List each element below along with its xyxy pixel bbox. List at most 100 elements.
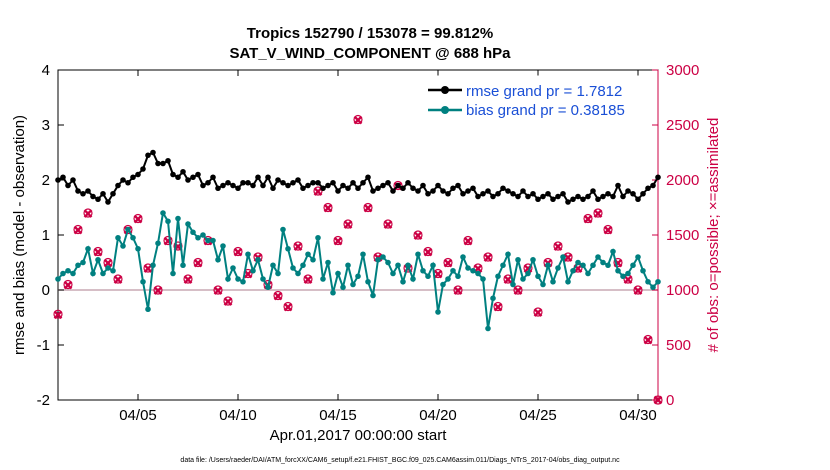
obs-x-stroke bbox=[383, 220, 393, 229]
rmse-point bbox=[55, 177, 61, 183]
obs-x-stroke bbox=[243, 269, 253, 279]
bias-point bbox=[170, 270, 176, 277]
obs-possible-point bbox=[233, 246, 243, 257]
rmse-point bbox=[440, 188, 446, 194]
right-axis-ticks: 0 500 1000 1500 2000 2500 3000 bbox=[652, 62, 699, 409]
bias-point bbox=[375, 256, 381, 263]
bias-point bbox=[130, 234, 136, 241]
rmse-point bbox=[115, 182, 121, 189]
rmse-point bbox=[480, 190, 486, 197]
bias-point bbox=[420, 267, 426, 274]
obs-possible-point bbox=[463, 235, 473, 246]
bias-point bbox=[295, 270, 301, 277]
bias-point bbox=[530, 256, 536, 263]
rmse-point bbox=[210, 174, 216, 181]
bias-point bbox=[485, 325, 491, 332]
rmse-point bbox=[150, 149, 156, 156]
obs-possible-point bbox=[53, 309, 63, 319]
rmse-point bbox=[465, 188, 471, 194]
rmse-point bbox=[120, 177, 126, 183]
bias-point bbox=[180, 262, 186, 269]
rmse-point bbox=[245, 179, 251, 186]
obs-possible-point bbox=[553, 241, 563, 251]
obs-x-stroke bbox=[63, 280, 73, 290]
obs-possible-point bbox=[333, 235, 343, 246]
obs-x-stroke bbox=[283, 302, 293, 312]
bias-point bbox=[70, 270, 76, 277]
obs-possible-point bbox=[513, 285, 523, 295]
rmse-point bbox=[365, 174, 371, 181]
bias-point bbox=[620, 273, 626, 280]
rmse-point bbox=[240, 179, 246, 186]
obs-x-stroke bbox=[223, 297, 233, 306]
rmse-point bbox=[650, 182, 656, 189]
rmse-point bbox=[435, 182, 441, 189]
obs-x-stroke bbox=[463, 236, 473, 246]
obs-x-stroke bbox=[353, 115, 363, 125]
obs-assimilated-point bbox=[503, 275, 513, 284]
obs-x-stroke bbox=[633, 286, 643, 295]
obs-x-stroke bbox=[503, 275, 513, 284]
legend-box bbox=[419, 75, 653, 123]
bias-point bbox=[615, 267, 621, 274]
rmse-point bbox=[385, 179, 391, 186]
obs-assimilated-point bbox=[463, 236, 473, 246]
rmse-point bbox=[325, 182, 331, 189]
rmse-point bbox=[490, 193, 496, 200]
rmse-point bbox=[100, 190, 106, 197]
bias-point bbox=[140, 278, 146, 285]
chart-title: Tropics 152790 / 153078 = 99.812% bbox=[247, 25, 493, 42]
obs-x-stroke bbox=[303, 275, 313, 284]
left-tick-label: 1 bbox=[42, 227, 50, 244]
x-axis-label: Apr.01,2017 00:00:00 start bbox=[270, 427, 448, 444]
obs-x-stroke bbox=[93, 247, 103, 257]
bias-point bbox=[470, 267, 476, 274]
obs-assimilated-point bbox=[183, 275, 193, 284]
obs-assimilated-point bbox=[453, 286, 463, 295]
bias-point bbox=[80, 259, 86, 266]
bias-point bbox=[135, 245, 141, 252]
right-tick-label: 2500 bbox=[666, 117, 699, 134]
rmse-point bbox=[655, 174, 661, 181]
bias-point bbox=[255, 256, 261, 263]
obs-possible-point bbox=[323, 202, 333, 213]
obs-assimilated-point bbox=[483, 253, 493, 262]
left-tick-label: 3 bbox=[42, 117, 50, 134]
rmse-point bbox=[70, 177, 76, 183]
bias-point bbox=[505, 251, 511, 258]
legend-bias-marker bbox=[441, 106, 449, 114]
bias-point bbox=[280, 226, 286, 233]
obs-assimilated-point bbox=[283, 302, 293, 312]
obs-possible-point bbox=[63, 279, 73, 290]
bias-point bbox=[625, 270, 631, 277]
rmse-point bbox=[590, 188, 596, 194]
bias-point bbox=[495, 273, 501, 280]
bias-point bbox=[540, 281, 546, 288]
bias-point bbox=[235, 276, 241, 282]
bias-point bbox=[585, 270, 591, 277]
x-tick-label: 04/10 bbox=[219, 407, 257, 424]
chart-subtitle: SAT_V_WIND_COMPONENT @ 688 hPa bbox=[229, 45, 511, 62]
rmse-point bbox=[305, 182, 311, 189]
rmse-point bbox=[595, 196, 601, 203]
rmse-point bbox=[635, 196, 641, 203]
bias-point bbox=[360, 251, 366, 258]
bias-point bbox=[610, 248, 616, 255]
obs-assimilated-point bbox=[73, 225, 83, 235]
obs-x-stroke bbox=[273, 291, 283, 301]
bias-point bbox=[185, 221, 191, 227]
rmse-series bbox=[55, 149, 661, 205]
x-tick-label: 04/15 bbox=[319, 407, 357, 424]
obs-possible-point bbox=[163, 235, 173, 246]
bias-point bbox=[190, 229, 196, 236]
rmse-point bbox=[630, 190, 636, 197]
rmse-point bbox=[535, 196, 541, 203]
obs-assimilated-point bbox=[343, 220, 353, 229]
bias-point bbox=[95, 256, 101, 263]
obs-possible-point bbox=[583, 213, 593, 224]
obs-possible-point bbox=[393, 180, 403, 191]
obs-x-stroke bbox=[643, 335, 653, 345]
obs-x-stroke bbox=[213, 286, 223, 295]
obs-assimilated-point bbox=[353, 115, 363, 125]
rmse-point bbox=[625, 188, 631, 194]
